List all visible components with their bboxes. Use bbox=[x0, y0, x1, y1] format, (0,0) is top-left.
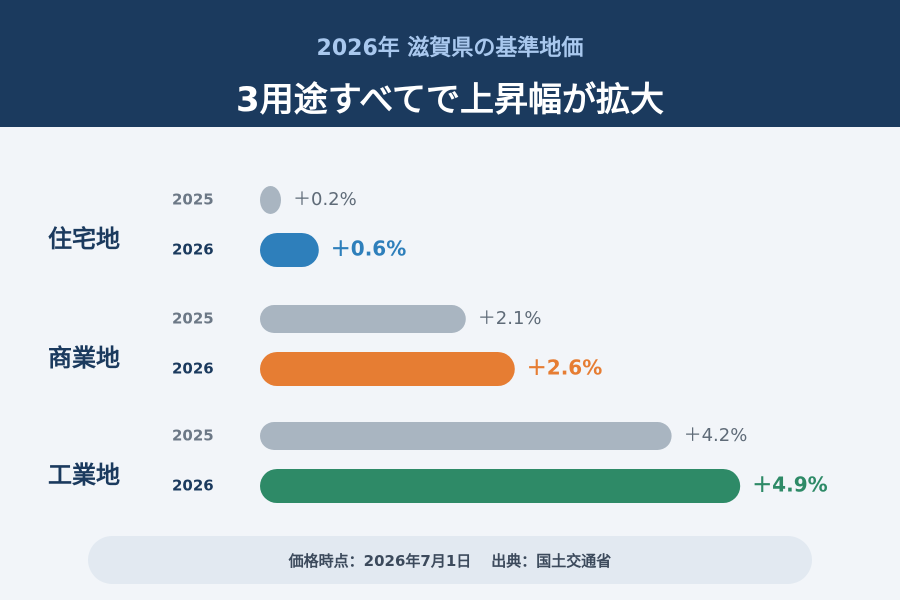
value-label-2-1: ＋4.9% bbox=[752, 473, 827, 497]
bar-2-1 bbox=[260, 469, 741, 503]
value-label-1-0: ＋2.1% bbox=[478, 308, 542, 329]
series-year-label-1-0: 2025 bbox=[172, 310, 214, 328]
source-note: 出典：国土交通省 bbox=[491, 551, 612, 570]
series-year-label-0-1: 2026 bbox=[172, 241, 214, 259]
footer-note: 価格時点：2026年7月1日 出典：国土交通省 bbox=[88, 536, 812, 584]
value-label-0-0: ＋0.2% bbox=[293, 189, 357, 210]
bar-1-0 bbox=[260, 305, 466, 333]
series-year-label-2-0: 2025 bbox=[172, 427, 214, 445]
category-label-2: 工業地 bbox=[48, 461, 120, 489]
category-label-0: 住宅地 bbox=[48, 225, 120, 253]
bar-1-1 bbox=[260, 352, 515, 386]
series-year-label-1-1: 2026 bbox=[172, 360, 214, 378]
series-year-label-2-1: 2026 bbox=[172, 477, 214, 495]
value-label-2-0: ＋4.2% bbox=[684, 425, 748, 446]
price-date-note: 価格時点：2026年7月1日 bbox=[288, 551, 472, 570]
bar-0-1 bbox=[260, 233, 319, 267]
chart-subtitle: 2026年 滋賀県の基準地価 bbox=[316, 36, 584, 61]
value-label-0-1: ＋0.6% bbox=[331, 237, 406, 261]
chart-title: 3用途すべてで上昇幅が拡大 bbox=[236, 80, 664, 120]
bar-0-0 bbox=[260, 186, 281, 214]
header-banner: 2026年 滋賀県の基準地価 3用途すべてで上昇幅が拡大 bbox=[0, 0, 900, 127]
category-label-1: 商業地 bbox=[48, 344, 120, 372]
bar-2-0 bbox=[260, 422, 672, 450]
value-label-1-1: ＋2.6% bbox=[527, 356, 602, 380]
series-year-label-0-0: 2025 bbox=[172, 191, 214, 209]
bar-chart: 住宅地 2025 ＋0.2% 2026 ＋0.6% 商業地 2025 ＋2.1% 2026 ＋2.… bbox=[48, 186, 828, 503]
